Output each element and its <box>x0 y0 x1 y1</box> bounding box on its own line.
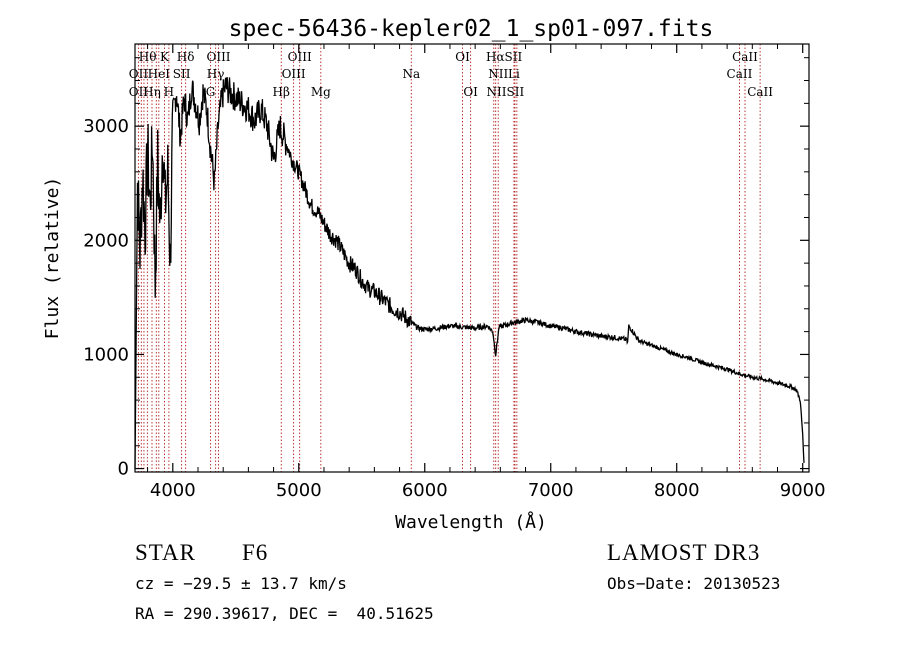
line-id-label: Hβ <box>273 85 290 99</box>
line-id-label: CaII <box>732 50 758 64</box>
object-type: STAR <box>135 540 196 565</box>
redshift-value: cz = −29.5 ± 13.7 km/s <box>135 574 347 593</box>
y-tick-label: 3000 <box>83 116 129 137</box>
line-id-label: Li <box>508 67 520 81</box>
x-tick-label: 8000 <box>654 480 700 501</box>
y-tick-label: 2000 <box>83 230 129 251</box>
spectral-subclass: F6 <box>242 540 269 565</box>
line-id-label: CaII <box>727 67 753 81</box>
line-id-label: H <box>164 85 174 99</box>
line-id-label: CaII <box>747 85 773 99</box>
x-tick-label: 4000 <box>150 480 196 501</box>
line-id-label: OIII <box>206 50 230 64</box>
line-id-label: Hθ <box>139 50 157 64</box>
line-id-label: NII <box>488 67 508 81</box>
line-id-label: Na <box>402 67 420 81</box>
plot-frame <box>134 43 810 473</box>
x-tick-label: 9000 <box>780 480 826 501</box>
x-tick-label: 5000 <box>276 480 322 501</box>
observation-date: Obs−Date: 20130523 <box>607 574 781 593</box>
line-id-label: Hγ <box>207 67 225 81</box>
x-axis-label: Wavelength (Å) <box>395 511 547 533</box>
line-id-label: SII <box>173 67 191 81</box>
line-id-label: NIISII <box>487 85 525 99</box>
line-id-label: Hη <box>143 85 161 99</box>
coordinates: RA = 290.39617, DEC = 40.51625 <box>135 604 434 623</box>
line-id-label: OIII <box>282 67 306 81</box>
line-id-label: OI <box>455 50 470 64</box>
spectrum-chart: spec-56436-kepler02_1_sp01-097.fits Hθ K H… <box>42 16 826 533</box>
chart-title: spec-56436-kepler02_1_sp01-097.fits <box>229 16 714 42</box>
x-tick-label: 6000 <box>402 480 448 501</box>
y-tick-label: 1000 <box>83 344 129 365</box>
y-axis-label: Flux (relative) <box>42 177 63 340</box>
line-id-label: G <box>206 85 216 99</box>
line-id-label: HeI <box>148 67 171 81</box>
line-id-label: OII <box>129 67 149 81</box>
line-id-label: K <box>160 50 170 64</box>
line-id-label: Mg <box>311 85 331 99</box>
x-tick-label: 7000 <box>528 480 574 501</box>
line-id-label: OI <box>463 85 478 99</box>
line-id-label: Hδ <box>177 50 195 64</box>
spectrum-line <box>134 76 805 469</box>
line-id-label: OII <box>129 85 149 99</box>
survey-name: LAMOST DR3 <box>607 540 761 565</box>
y-tick-label: 0 <box>118 459 129 480</box>
axes: 4000 5000 6000 7000 8000 9000 0 1000 2000 3000 <box>83 44 826 501</box>
line-id-label: HαSII <box>486 50 523 64</box>
line-id-label: OIII <box>288 50 312 64</box>
emission-line-markers <box>137 44 761 472</box>
